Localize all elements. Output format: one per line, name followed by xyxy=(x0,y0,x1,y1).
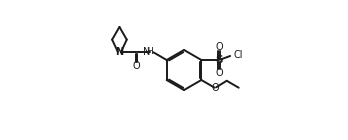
Text: O: O xyxy=(211,83,219,94)
Text: H: H xyxy=(146,47,152,56)
Text: N: N xyxy=(116,47,124,57)
Text: O: O xyxy=(215,42,223,52)
Text: N: N xyxy=(143,47,151,57)
Text: O: O xyxy=(215,68,223,78)
Text: Cl: Cl xyxy=(234,50,243,60)
Text: O: O xyxy=(133,61,140,71)
Text: S: S xyxy=(215,55,223,65)
